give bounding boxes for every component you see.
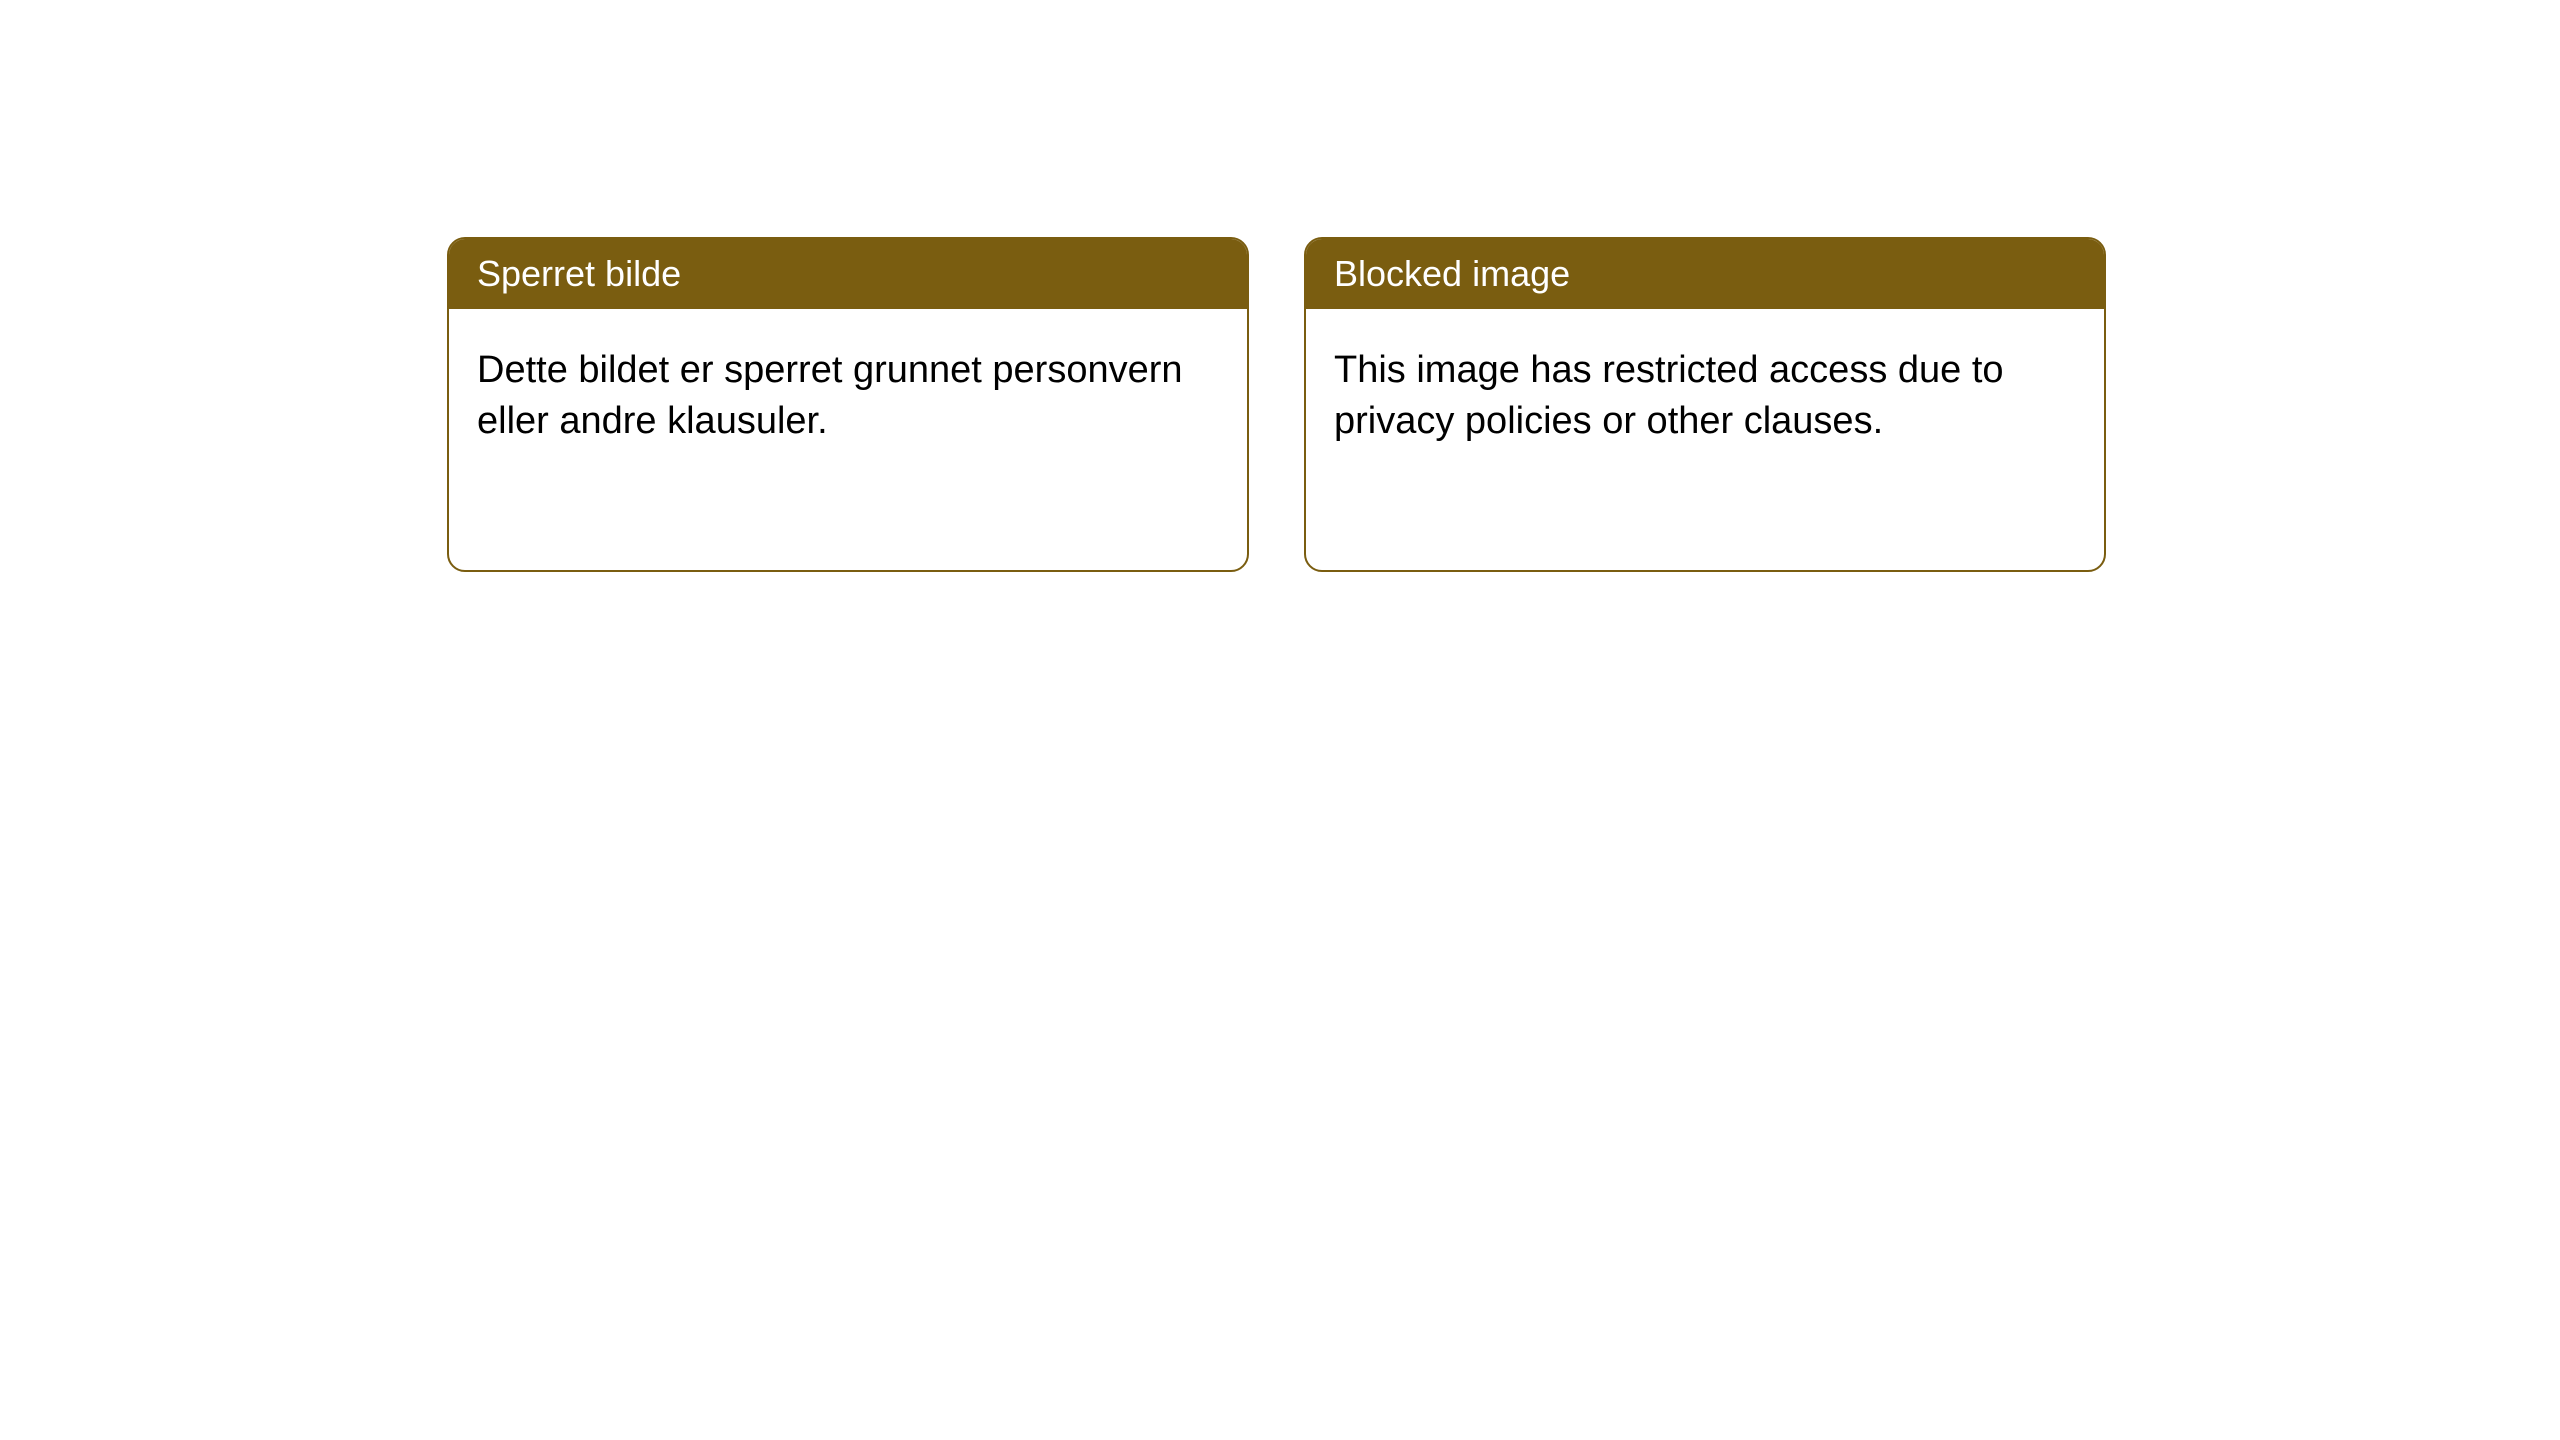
card-text-norwegian: Dette bildet er sperret grunnet personve… bbox=[477, 349, 1183, 442]
card-body-norwegian: Dette bildet er sperret grunnet personve… bbox=[449, 309, 1247, 484]
notice-card-norwegian: Sperret bilde Dette bildet er sperret gr… bbox=[447, 237, 1249, 572]
card-body-english: This image has restricted access due to … bbox=[1306, 309, 2104, 484]
notice-card-english: Blocked image This image has restricted … bbox=[1304, 237, 2106, 572]
card-title-norwegian: Sperret bilde bbox=[477, 253, 681, 294]
card-text-english: This image has restricted access due to … bbox=[1334, 349, 2004, 442]
notice-cards-container: Sperret bilde Dette bildet er sperret gr… bbox=[447, 237, 2106, 572]
card-header-norwegian: Sperret bilde bbox=[449, 239, 1247, 309]
card-header-english: Blocked image bbox=[1306, 239, 2104, 309]
card-title-english: Blocked image bbox=[1334, 253, 1570, 294]
